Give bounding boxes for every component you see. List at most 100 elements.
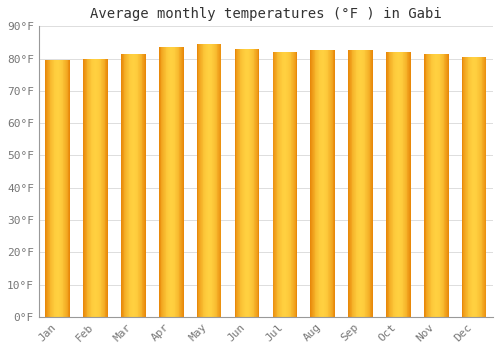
Bar [293, 52, 294, 317]
Bar [409, 52, 410, 317]
Bar [128, 54, 130, 317]
Bar [166, 47, 167, 317]
Bar [236, 49, 237, 317]
Bar [320, 50, 321, 317]
Bar [95, 58, 96, 317]
Bar [132, 54, 134, 317]
Bar [331, 50, 332, 317]
Bar [362, 50, 363, 317]
Bar [371, 50, 372, 317]
Bar [169, 47, 170, 317]
Bar [294, 52, 296, 317]
Bar [483, 57, 484, 317]
Bar [289, 52, 290, 317]
Bar [290, 52, 292, 317]
Bar [251, 49, 252, 317]
Bar [401, 52, 402, 317]
Bar [468, 57, 469, 317]
Bar [85, 58, 86, 317]
Bar [369, 50, 370, 317]
Bar [123, 54, 124, 317]
Bar [121, 54, 122, 317]
Bar [96, 58, 97, 317]
Bar [212, 44, 214, 317]
Bar [284, 52, 285, 317]
Bar [466, 57, 468, 317]
Bar [405, 52, 406, 317]
Bar [356, 50, 358, 317]
Bar [470, 57, 471, 317]
Bar [394, 52, 395, 317]
Bar [173, 47, 174, 317]
Bar [386, 52, 387, 317]
Bar [145, 54, 146, 317]
Bar [353, 50, 354, 317]
Bar [370, 50, 371, 317]
Bar [408, 52, 409, 317]
Bar [53, 60, 54, 317]
Bar [325, 50, 326, 317]
Bar [64, 60, 65, 317]
Bar [218, 44, 219, 317]
Bar [58, 60, 59, 317]
Bar [66, 60, 67, 317]
Bar [252, 49, 254, 317]
Bar [355, 50, 356, 317]
Bar [106, 58, 107, 317]
Bar [94, 58, 95, 317]
Bar [204, 44, 205, 317]
Bar [430, 54, 432, 317]
Bar [326, 50, 327, 317]
Bar [244, 49, 246, 317]
Bar [62, 60, 64, 317]
Bar [56, 60, 57, 317]
Bar [160, 47, 162, 317]
Bar [197, 44, 198, 317]
Bar [469, 57, 470, 317]
Bar [311, 50, 312, 317]
Bar [127, 54, 128, 317]
Bar [424, 54, 425, 317]
Bar [104, 58, 106, 317]
Bar [434, 54, 436, 317]
Bar [442, 54, 443, 317]
Bar [54, 60, 56, 317]
Bar [272, 52, 274, 317]
Bar [474, 57, 475, 317]
Bar [444, 54, 446, 317]
Bar [475, 57, 476, 317]
Bar [88, 58, 89, 317]
Bar [162, 47, 163, 317]
Bar [167, 47, 168, 317]
Bar [201, 44, 202, 317]
Bar [314, 50, 316, 317]
Bar [100, 58, 102, 317]
Bar [288, 52, 289, 317]
Bar [256, 49, 257, 317]
Bar [433, 54, 434, 317]
Bar [349, 50, 350, 317]
Bar [328, 50, 330, 317]
Bar [182, 47, 183, 317]
Bar [316, 50, 317, 317]
Bar [285, 52, 286, 317]
Bar [126, 54, 127, 317]
Bar [292, 52, 293, 317]
Bar [332, 50, 334, 317]
Bar [322, 50, 324, 317]
Bar [238, 49, 239, 317]
Bar [174, 47, 176, 317]
Bar [89, 58, 90, 317]
Bar [465, 57, 466, 317]
Bar [360, 50, 362, 317]
Bar [321, 50, 322, 317]
Bar [60, 60, 61, 317]
Bar [92, 58, 93, 317]
Bar [140, 54, 141, 317]
Bar [99, 58, 100, 317]
Bar [476, 57, 478, 317]
Bar [181, 47, 182, 317]
Bar [219, 44, 220, 317]
Bar [313, 50, 314, 317]
Bar [366, 50, 367, 317]
